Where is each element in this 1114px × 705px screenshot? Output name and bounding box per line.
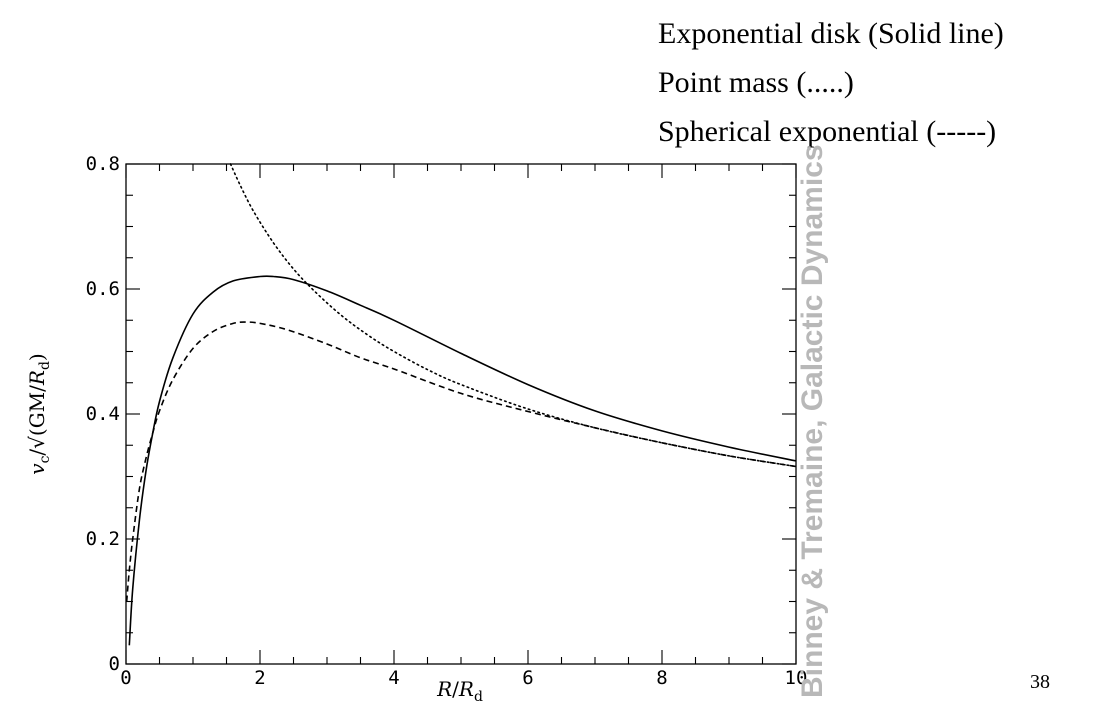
legend: Exponential disk (Solid line) Point mass…	[658, 17, 1004, 148]
y-tick-label: 0.8	[86, 153, 120, 175]
x-tick-label: 0	[120, 667, 131, 689]
x-axis-label: R/Rd	[436, 677, 483, 705]
x-tick-label: 10	[785, 667, 808, 689]
x-tick-label: 8	[656, 667, 667, 689]
axis-tick-labels: 0 2 4 6 8 10 0 0.2 0.4 0.6 0.8	[86, 153, 808, 689]
y-tick-label: 0.6	[86, 278, 120, 300]
series-line-solid	[128, 275, 797, 646]
y-tick-label: 0	[109, 653, 120, 675]
x-tick-label: 6	[522, 667, 533, 689]
y-axis-label: vc/√(GM/Rd)	[25, 353, 53, 474]
x-tick-label: 2	[254, 667, 265, 689]
watermark-text: Binney & Tremaine, Galactic Dynamics	[796, 144, 829, 698]
legend-entry-exponential-disk: Exponential disk (Solid line)	[658, 17, 1004, 50]
series-line-dotted	[229, 163, 797, 468]
y-tick-label: 0.2	[86, 528, 120, 550]
series-layer	[125, 163, 797, 646]
legend-entry-point-mass: Point mass (.....)	[658, 66, 854, 99]
axis-ticks	[125, 163, 797, 665]
x-tick-label: 4	[388, 667, 399, 689]
plot-frame	[125, 163, 797, 665]
series-line-dashed	[125, 321, 797, 602]
page-number: 38	[1030, 671, 1050, 693]
legend-entry-spherical-exponential: Spherical exponential (-----)	[658, 115, 996, 148]
y-tick-label: 0.4	[86, 403, 120, 425]
